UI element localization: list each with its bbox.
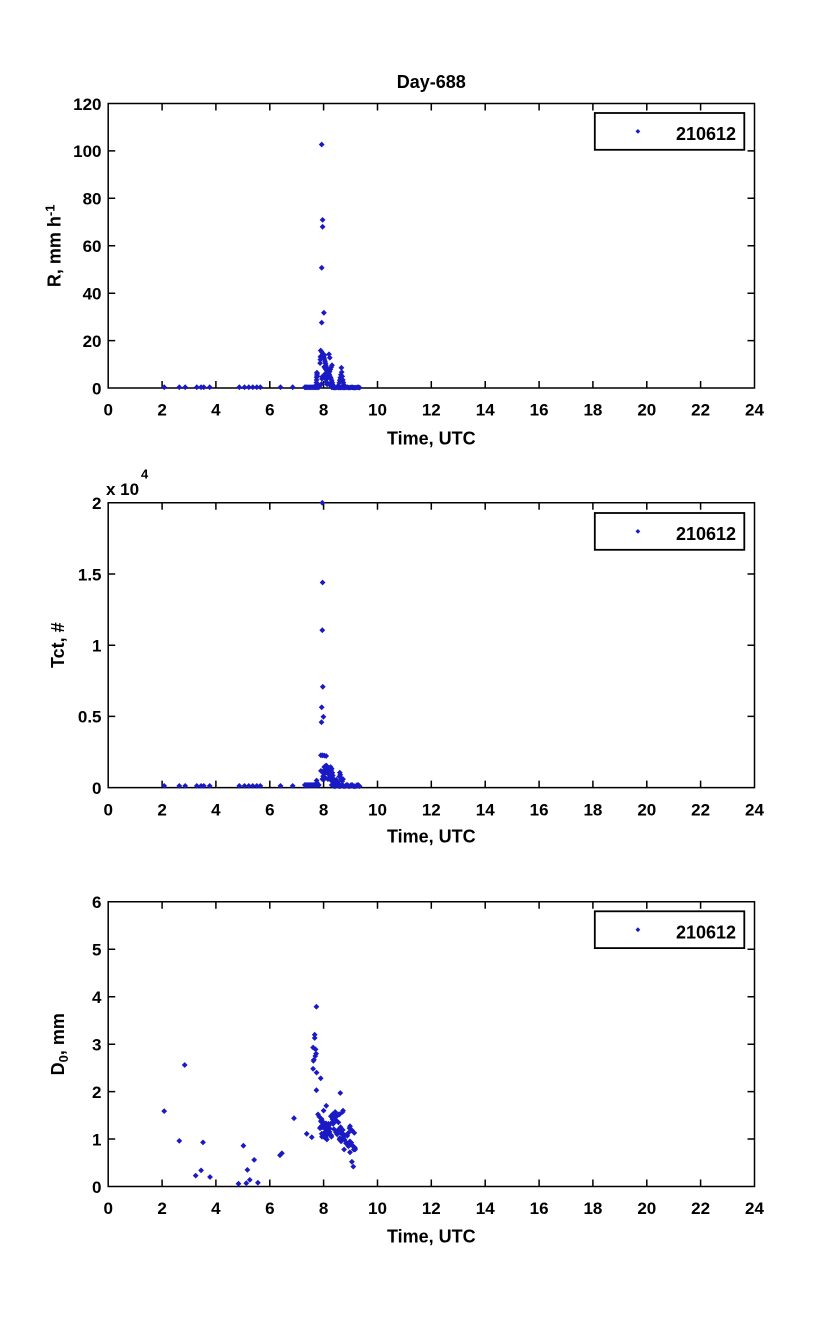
- svg-text:24: 24: [745, 401, 764, 420]
- svg-text:4: 4: [141, 467, 149, 482]
- svg-text:14: 14: [476, 1199, 495, 1218]
- svg-text:1: 1: [92, 637, 101, 656]
- svg-text:0.5: 0.5: [78, 708, 102, 727]
- svg-text:60: 60: [83, 237, 102, 256]
- svg-text:10: 10: [368, 401, 387, 420]
- svg-text:1: 1: [92, 1130, 101, 1149]
- svg-text:Tct, #: Tct, #: [48, 622, 68, 668]
- svg-text:x 10: x 10: [106, 480, 139, 499]
- svg-text:120: 120: [73, 95, 101, 114]
- svg-text:12: 12: [422, 401, 441, 420]
- svg-text:2: 2: [92, 1083, 101, 1102]
- svg-text:20: 20: [83, 332, 102, 351]
- svg-text:0: 0: [103, 401, 112, 420]
- svg-text:2: 2: [92, 494, 101, 513]
- svg-text:22: 22: [691, 800, 710, 819]
- svg-text:22: 22: [691, 1199, 710, 1218]
- svg-text:20: 20: [637, 800, 656, 819]
- svg-text:0: 0: [92, 379, 101, 398]
- svg-text:100: 100: [73, 142, 101, 161]
- svg-text:0: 0: [103, 800, 112, 819]
- svg-text:10: 10: [368, 1199, 387, 1218]
- svg-text:20: 20: [637, 1199, 656, 1218]
- svg-text:8: 8: [319, 1199, 328, 1218]
- svg-text:14: 14: [476, 800, 495, 819]
- svg-text:Time, UTC: Time, UTC: [387, 1226, 476, 1246]
- svg-text:10: 10: [368, 800, 387, 819]
- svg-text:12: 12: [422, 800, 441, 819]
- svg-text:16: 16: [530, 800, 549, 819]
- svg-text:14: 14: [476, 401, 495, 420]
- svg-text:8: 8: [319, 401, 328, 420]
- svg-text:18: 18: [583, 1199, 602, 1218]
- svg-text:4: 4: [92, 988, 102, 1007]
- svg-text:210612: 210612: [676, 524, 736, 544]
- svg-text:210612: 210612: [676, 124, 736, 144]
- svg-text:Time, UTC: Time, UTC: [387, 827, 476, 847]
- svg-text:16: 16: [530, 401, 549, 420]
- svg-text:0: 0: [103, 1199, 112, 1218]
- svg-text:0: 0: [92, 1178, 101, 1197]
- svg-text:2: 2: [157, 800, 166, 819]
- svg-text:24: 24: [745, 800, 764, 819]
- svg-text:20: 20: [637, 401, 656, 420]
- svg-text:3: 3: [92, 1036, 101, 1055]
- svg-text:210612: 210612: [676, 922, 736, 942]
- svg-text:8: 8: [319, 800, 328, 819]
- svg-text:4: 4: [211, 401, 221, 420]
- svg-text:1.5: 1.5: [78, 565, 102, 584]
- svg-text:R, mm h-1: R, mm h-1: [43, 205, 65, 288]
- svg-text:2: 2: [157, 401, 166, 420]
- svg-text:22: 22: [691, 401, 710, 420]
- svg-text:18: 18: [583, 401, 602, 420]
- svg-text:24: 24: [745, 1199, 764, 1218]
- svg-text:16: 16: [530, 1199, 549, 1218]
- svg-text:D0, mm: D0, mm: [48, 1013, 71, 1075]
- svg-text:6: 6: [265, 1199, 274, 1218]
- svg-text:Day-688: Day-688: [397, 72, 466, 92]
- svg-text:12: 12: [422, 1199, 441, 1218]
- svg-text:2: 2: [157, 1199, 166, 1218]
- svg-text:40: 40: [83, 285, 102, 304]
- svg-text:80: 80: [83, 190, 102, 209]
- svg-text:4: 4: [211, 800, 221, 819]
- svg-text:6: 6: [265, 401, 274, 420]
- svg-text:18: 18: [583, 800, 602, 819]
- svg-text:6: 6: [265, 800, 274, 819]
- svg-text:5: 5: [92, 941, 101, 960]
- svg-text:6: 6: [92, 893, 101, 912]
- svg-text:0: 0: [92, 779, 101, 798]
- svg-text:Time, UTC: Time, UTC: [387, 429, 476, 449]
- svg-text:4: 4: [211, 1199, 221, 1218]
